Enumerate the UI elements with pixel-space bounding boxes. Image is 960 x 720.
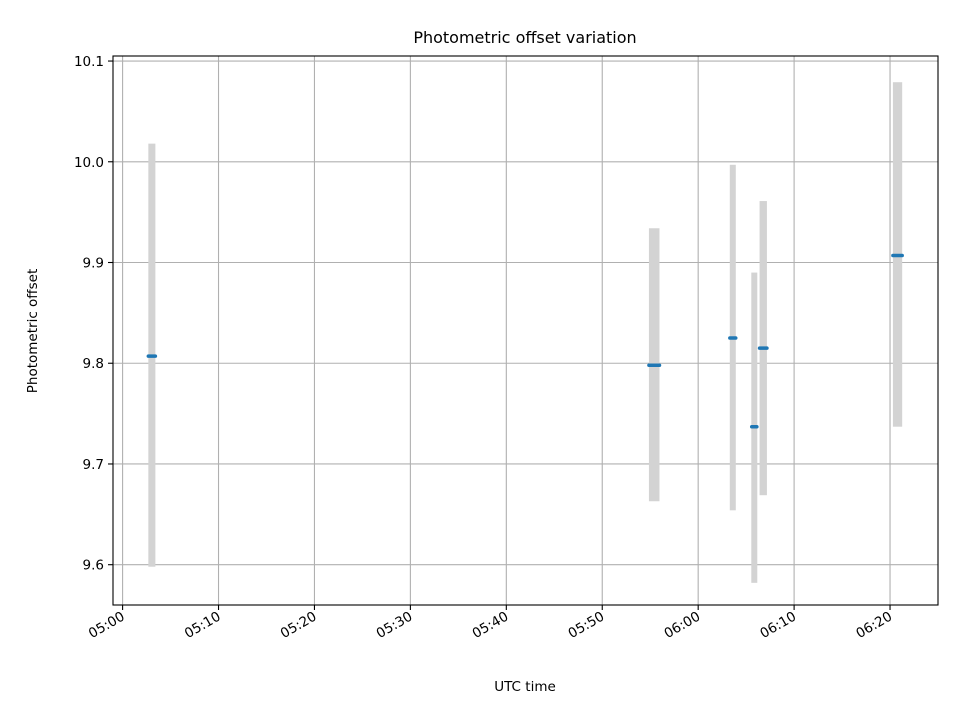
x-tick-label: 05:40 bbox=[470, 609, 512, 642]
x-axis-ticks: 05:00 05:10 05:20 05:30 05:40 05:50 06:00 06:10… bbox=[86, 605, 895, 642]
x-axis-label: UTC time bbox=[494, 679, 556, 695]
y-tick-label: 9.6 bbox=[83, 558, 104, 574]
x-tick-label: 06:00 bbox=[661, 609, 703, 642]
y-tick-label: 10.0 bbox=[74, 155, 104, 171]
y-tick-label: 10.1 bbox=[74, 54, 104, 70]
y-axis-ticks: 9.6 9.7 9.8 9.9 10.0 10.1 bbox=[74, 54, 113, 574]
y-tick-label: 9.8 bbox=[83, 356, 104, 372]
y-tick-label: 9.9 bbox=[83, 256, 104, 272]
x-tick-label: 06:20 bbox=[853, 609, 895, 642]
y-axis-label: Photometric offset bbox=[25, 269, 41, 393]
chart-title: Photometric offset variation bbox=[413, 28, 636, 47]
data-markers bbox=[146, 253, 904, 429]
x-tick-label: 05:10 bbox=[182, 609, 224, 642]
plot-frame bbox=[112, 55, 939, 606]
x-tick-label: 05:20 bbox=[278, 609, 320, 642]
x-tick-label: 06:10 bbox=[757, 609, 799, 642]
x-tick-label: 05:00 bbox=[86, 609, 128, 642]
grid bbox=[113, 56, 938, 605]
y-tick-label: 9.7 bbox=[83, 457, 104, 473]
x-tick-label: 05:50 bbox=[566, 609, 608, 642]
error-bars bbox=[148, 82, 903, 583]
x-tick-label: 05:30 bbox=[374, 609, 416, 642]
